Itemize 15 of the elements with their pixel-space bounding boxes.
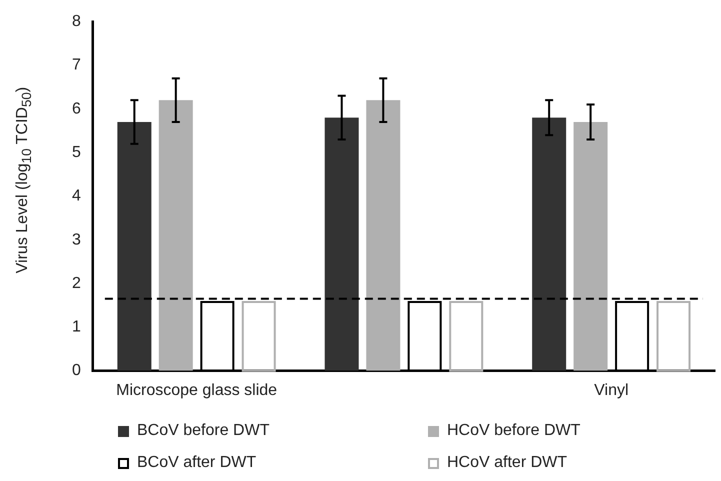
y-tick-label: 3 xyxy=(72,231,81,248)
x-tick-label: Microscope glass slide xyxy=(116,382,278,399)
legend-label: HCoV after DWT xyxy=(447,454,568,472)
y-tick-label: 8 xyxy=(72,13,81,30)
y-tick-label: 4 xyxy=(72,188,81,205)
y-tick-label: 1 xyxy=(72,318,81,336)
y-tick-label: 0 xyxy=(72,362,81,380)
legend-label: HCoV before DWT xyxy=(447,422,580,440)
legend-label: BCoV before DWT xyxy=(137,422,270,440)
y-tick-label: 5 xyxy=(72,144,81,161)
legend-label: BCoV after DWT xyxy=(137,454,256,472)
y-tick-label: 7 xyxy=(72,56,81,74)
y-tick-label: 2 xyxy=(72,274,81,292)
x-tick-label: Vinyl xyxy=(594,382,629,399)
y-tick-label: 6 xyxy=(72,100,81,118)
